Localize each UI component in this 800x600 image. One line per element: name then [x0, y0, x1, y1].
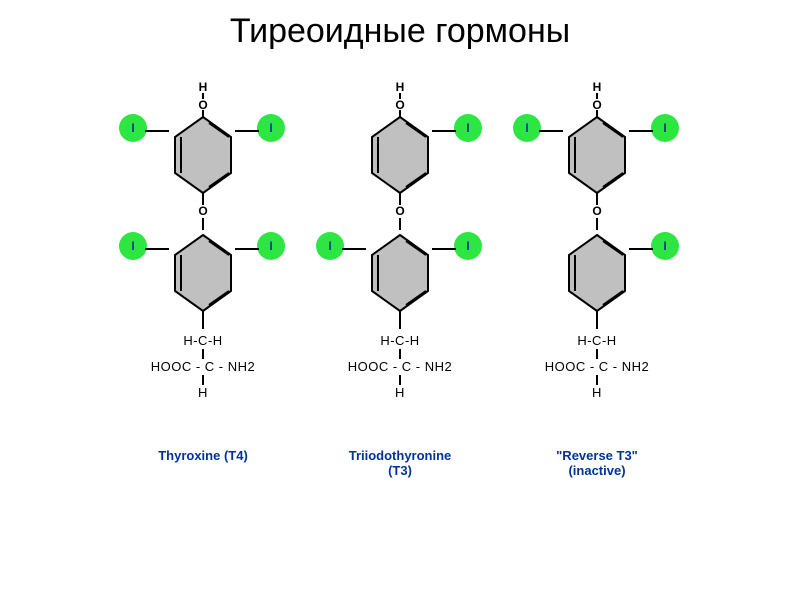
iodine-atom: I [119, 114, 147, 142]
linker-oxygen-label: O [395, 204, 404, 218]
ring-hex [171, 115, 235, 193]
hydrogen-atom-label: H [396, 80, 405, 94]
iodine-atom: I [651, 114, 679, 142]
bond-line [596, 375, 598, 385]
iodine-atom: I [257, 114, 285, 142]
molecule-name-line2: (T3) [302, 463, 498, 478]
chain-ch2: H-C-H [380, 334, 419, 347]
benzene-ring-icon [368, 115, 432, 195]
iodine-atom: I [257, 232, 285, 260]
ring-inner: I [499, 228, 695, 318]
ring-inner: II [105, 228, 301, 318]
ring-outer: IIHOO [499, 110, 695, 200]
bond-line [432, 130, 456, 132]
iodine-atom: I [513, 114, 541, 142]
chain-ch2: H-C-H [183, 334, 222, 347]
bond-line [399, 375, 401, 385]
bond-line [202, 349, 204, 359]
chain-h: H [395, 386, 405, 399]
bond-line [596, 311, 598, 329]
chain-backbone: HOOC - C - NH2 [545, 360, 650, 373]
bond-line [432, 248, 456, 250]
bond-line [629, 248, 653, 250]
bond-line [342, 248, 366, 250]
molecule-name-label: Thyroxine (T4) [105, 448, 301, 463]
bond-line [399, 349, 401, 359]
molecule-name-label: "Reverse T3"(inactive) [499, 448, 695, 478]
benzene-ring-icon [565, 233, 629, 313]
chain-h: H [198, 386, 208, 399]
linker-oxygen-label: O [592, 204, 601, 218]
iodine-atom: I [651, 232, 679, 260]
bond-line [399, 311, 401, 329]
iodine-atom: I [454, 232, 482, 260]
iodine-atom: I [119, 232, 147, 260]
chain-backbone: HOOC - C - NH2 [151, 360, 256, 373]
molecule-name-line1: Triiodothyronine [302, 448, 498, 463]
ring-hex [368, 115, 432, 193]
bond-line [596, 349, 598, 359]
ring-hex [565, 233, 629, 311]
benzene-ring-icon [565, 115, 629, 195]
bond-line [399, 110, 401, 117]
bond-line [539, 130, 563, 132]
ring-outer: IHOO [302, 110, 498, 200]
benzene-ring-icon [171, 233, 235, 313]
bond-line [202, 375, 204, 385]
chain-h: H [592, 386, 602, 399]
hydrogen-atom-label: H [199, 80, 208, 94]
benzene-ring-icon [171, 115, 235, 195]
ring-outer: IIHOO [105, 110, 301, 200]
bond-line [235, 130, 259, 132]
linker-oxygen-label: O [198, 204, 207, 218]
chain-backbone: HOOC - C - NH2 [348, 360, 453, 373]
bond-line [145, 130, 169, 132]
ring-hex [368, 233, 432, 311]
benzene-ring-icon [368, 233, 432, 313]
iodine-atom: I [316, 232, 344, 260]
molecule-name-line2: (inactive) [499, 463, 695, 478]
molecule-name-label: Triiodothyronine(T3) [302, 448, 498, 478]
bond-line [202, 311, 204, 329]
page-title: Тиреоидные гормоны [0, 12, 800, 51]
ring-inner: II [302, 228, 498, 318]
iodine-atom: I [454, 114, 482, 142]
bond-line [596, 110, 598, 117]
diagram-area: IIHOOIIH-C-HHOOC - C - NH2HThyroxine (T4… [105, 80, 695, 550]
molecule-name-line1: "Reverse T3" [499, 448, 695, 463]
chain-ch2: H-C-H [577, 334, 616, 347]
hydrogen-atom-label: H [593, 80, 602, 94]
bond-line [235, 248, 259, 250]
ring-hex [171, 233, 235, 311]
ring-hex [565, 115, 629, 193]
bond-line [629, 130, 653, 132]
bond-line [145, 248, 169, 250]
molecule-name-line1: Thyroxine (T4) [105, 448, 301, 463]
bond-line [202, 110, 204, 117]
